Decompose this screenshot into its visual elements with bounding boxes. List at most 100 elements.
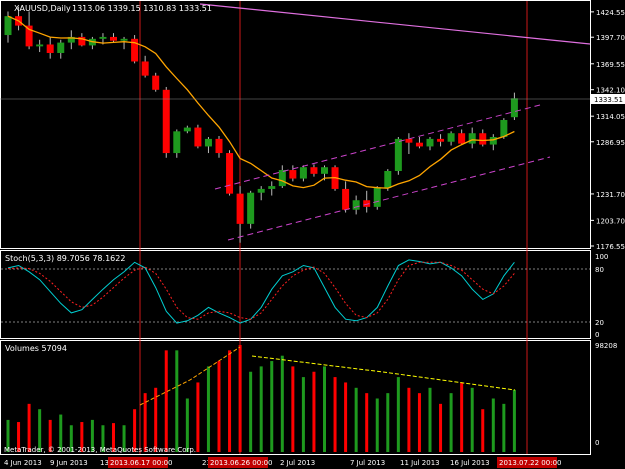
volume-bar — [417, 393, 421, 452]
bull-candle — [99, 36, 107, 39]
bear-candle — [46, 44, 54, 53]
time-label: 13 — [100, 459, 109, 467]
volume-bar — [344, 382, 348, 452]
volume-bar — [154, 387, 158, 452]
copyright: MetaTrader, © 2001-2013, MetaQuotes Soft… — [4, 446, 196, 454]
volume-bar — [17, 422, 21, 452]
volume-bar — [291, 366, 295, 452]
volume-bar — [449, 393, 453, 452]
volume-bar — [270, 361, 274, 452]
bull-candle — [278, 170, 286, 187]
bear-candle — [131, 38, 139, 62]
volume-bar — [386, 393, 390, 452]
volume-bar — [217, 361, 221, 452]
main-pane[interactable] — [0, 0, 591, 249]
price-label: 1342.10 — [596, 87, 625, 95]
bull-candle — [384, 170, 392, 188]
bull-candle — [247, 192, 255, 224]
price-label: 1286.95 — [596, 139, 625, 147]
volume-bar — [512, 389, 516, 452]
bull-candle — [447, 133, 455, 142]
volume-bars — [6, 345, 516, 452]
volume-bar — [333, 377, 337, 452]
volume-bar — [396, 377, 400, 452]
stoch-signal-line — [7, 261, 515, 320]
stoch-pane[interactable] — [0, 250, 591, 339]
bear-candle — [152, 75, 160, 90]
time-label: 4 Jun 2013 — [4, 459, 42, 467]
time-label: 9 Jun 2013 — [50, 459, 88, 467]
bear-candle — [415, 142, 423, 147]
volume-bar — [502, 403, 506, 452]
main-title: XAUUSD,Daily — [14, 4, 71, 13]
bull-candle — [489, 137, 497, 145]
volume-trend-rising — [139, 346, 241, 406]
price-label: 1314.05 — [596, 113, 625, 121]
volume-bar — [112, 423, 115, 452]
time-axis: 4 Jun 2013 9 Jun 2013 13 23 2 Jul 2013 7 Jul … — [4, 457, 561, 468]
volume-bar — [27, 403, 31, 452]
price-label: 1231.70 — [596, 191, 625, 199]
volume-bar — [80, 422, 84, 452]
bear-candle — [110, 36, 117, 41]
bear-candle — [437, 138, 445, 142]
bear-candle — [458, 133, 466, 144]
resistance-trendline[interactable] — [199, 3, 591, 45]
bull-candle — [36, 44, 44, 47]
bear-candle — [289, 170, 297, 179]
volume-bar — [259, 366, 263, 452]
bull-candle — [352, 200, 360, 210]
bull-candle — [67, 36, 75, 43]
bull-candle — [173, 131, 181, 154]
volume-bar — [249, 371, 253, 452]
time-marker-box — [108, 457, 168, 468]
bear-candle — [141, 61, 149, 76]
price-label: 1424.55 — [596, 9, 625, 17]
bull-candle — [120, 38, 128, 41]
stoch-main-line — [7, 259, 515, 324]
stoch-axis-20: 20 — [595, 319, 604, 327]
volume-bar — [143, 393, 147, 452]
stoch-title: Stoch(5,3,3) 89.7056 78.1622 — [5, 254, 125, 263]
moving-average-line — [7, 15, 515, 189]
current-price-box — [591, 94, 625, 104]
volume-bar — [439, 403, 443, 452]
volume-bar — [175, 350, 179, 452]
bull-candle — [299, 167, 307, 179]
candles — [4, 6, 518, 243]
bear-candle — [310, 167, 318, 174]
volume-bar — [69, 425, 73, 452]
bull-candle — [500, 120, 508, 138]
time-label: 11 Jul 2013 — [400, 459, 440, 467]
time-label: 7 Jul 2013 — [350, 459, 385, 467]
bull-candle — [373, 187, 381, 207]
price-label: 1176.55 — [596, 243, 625, 251]
volume-bar — [48, 419, 52, 452]
bear-candle — [78, 36, 86, 46]
volume-bar — [164, 350, 168, 452]
volume-bar — [301, 377, 305, 452]
volume-bar — [354, 387, 358, 452]
volume-bar — [196, 382, 200, 452]
channel-upper-line[interactable] — [214, 104, 541, 190]
volume-pane[interactable] — [0, 340, 591, 455]
main-ohlc: 1313.06 1339.15 1310.83 1333.51 — [72, 4, 212, 13]
volume-trend-falling — [251, 355, 516, 391]
volume-bar — [491, 398, 495, 452]
volume-bar — [228, 350, 232, 452]
bull-candle — [268, 186, 276, 189]
price-label: 1369.55 — [596, 61, 625, 69]
channel-lower-line[interactable] — [227, 156, 551, 241]
bear-candle — [236, 193, 244, 224]
bull-candle — [204, 138, 212, 147]
price-label: 1397.70 — [596, 34, 625, 42]
volume-bar — [365, 393, 369, 452]
time-marker-label: 2013.06.17 00:00 — [110, 459, 172, 467]
volume-bar — [59, 414, 63, 452]
stoch-axis-100: 100 — [595, 253, 608, 261]
volume-bar — [481, 409, 485, 452]
volumes-title: Volumes 57094 — [5, 344, 67, 353]
bull-candle — [468, 133, 476, 144]
volume-bar — [375, 398, 379, 452]
